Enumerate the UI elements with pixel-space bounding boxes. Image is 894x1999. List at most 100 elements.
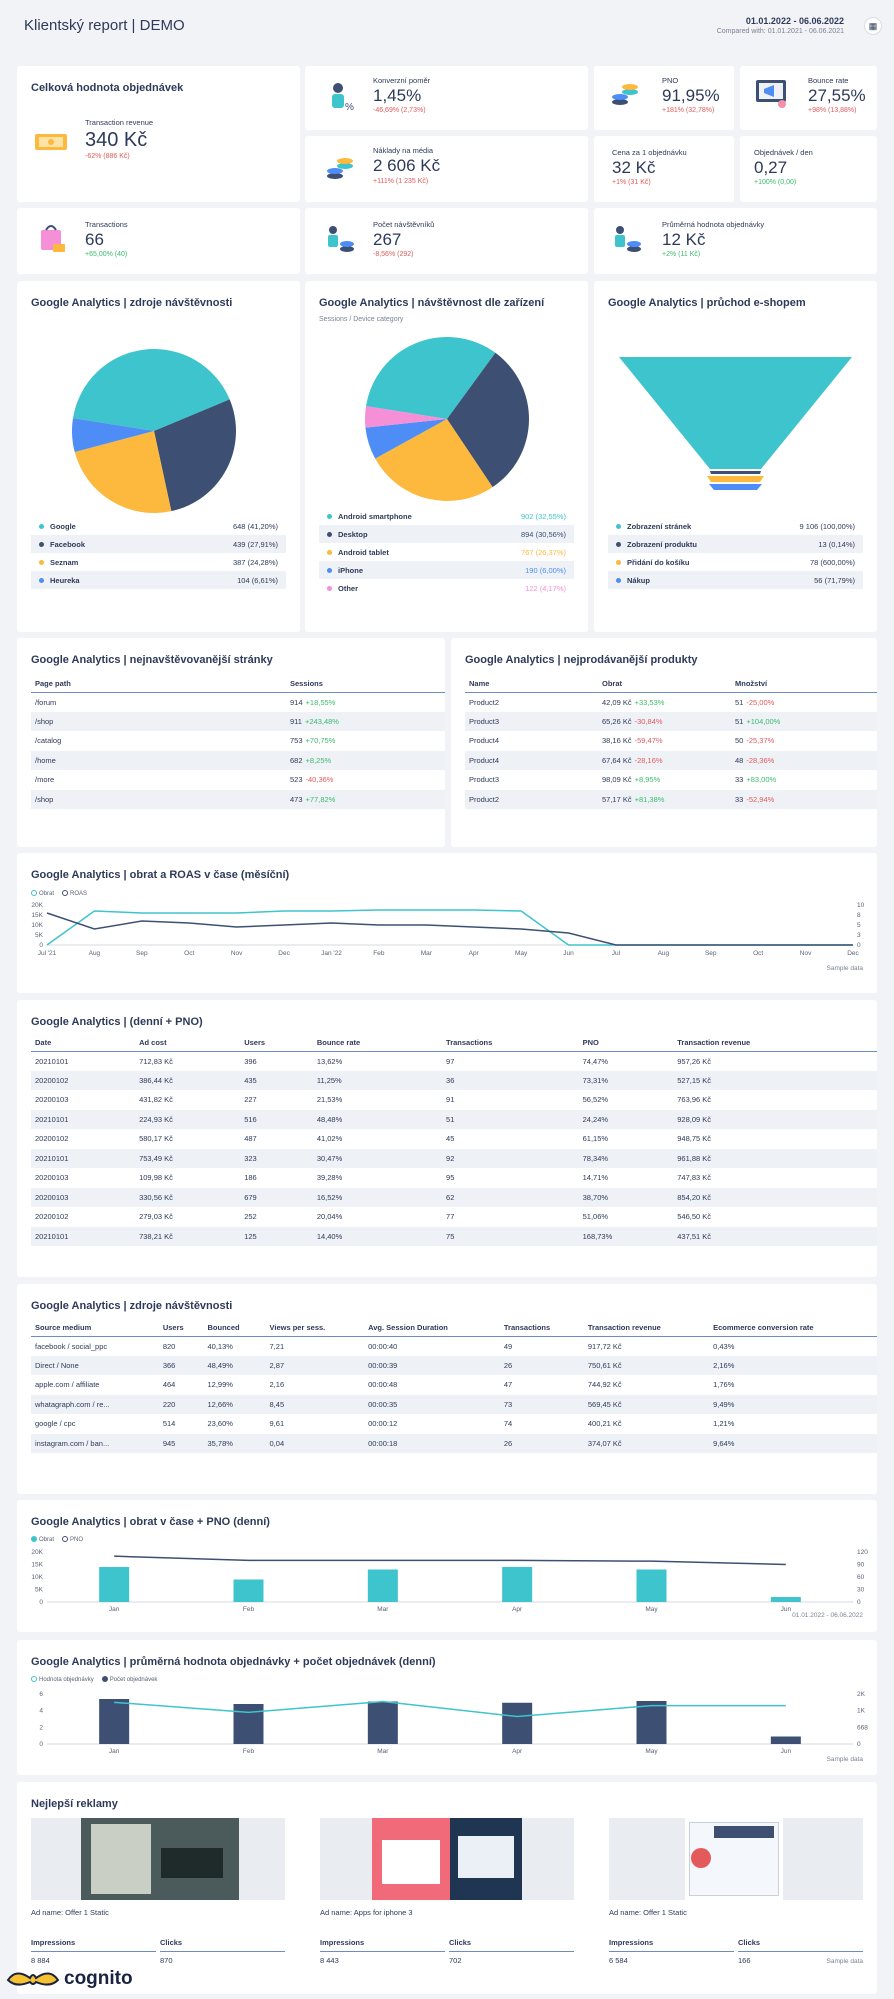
legend-row[interactable]: Přidání do košíku 78 (600,00%) (608, 553, 863, 571)
order-value-line[interactable] (114, 1700, 786, 1718)
clicks-label: Clicks (738, 1938, 863, 1952)
table-row[interactable]: facebook / social_ppc 820 40,13% 7,21 00:00:… (31, 1336, 877, 1356)
legend-row[interactable]: Google 648 (41,20%) (31, 517, 286, 535)
pie-slice[interactable] (365, 419, 447, 459)
ad-image[interactable] (320, 1818, 574, 1900)
legend-row[interactable]: Other 122 (4,17%) (319, 579, 574, 597)
ad-image[interactable] (31, 1818, 285, 1900)
legend-row[interactable]: Seznam 387 (24,28%) (31, 553, 286, 571)
x-tick-label: Oct (753, 950, 763, 957)
ad-name: Ad name: Offer 1 Static (609, 1908, 687, 1917)
series-line[interactable] (46, 912, 853, 946)
x-tick-label: Jul '21 (38, 950, 57, 957)
legend-row[interactable]: Android smartphone 902 (32,55%) (319, 507, 574, 525)
x-tick-label: Feb (243, 1748, 255, 1755)
pie-slice[interactable] (74, 431, 172, 513)
pie-slice[interactable] (366, 337, 496, 419)
sample-data-note: Sample data (826, 1756, 864, 1763)
table-row[interactable]: /shop 473 +77,82% (31, 789, 445, 809)
ad-image[interactable] (609, 1818, 863, 1900)
pie-slice[interactable] (447, 352, 529, 488)
table-row[interactable]: 20200102 386,44 Kč 435 11,25% 36 73,31% 527,15… (31, 1070, 877, 1090)
table-row[interactable]: 20210101 712,83 Kč 396 13,62% 97 74,47% 957,26… (31, 1051, 877, 1071)
orders-bar[interactable] (770, 1736, 801, 1745)
kpi-change: -62% (886 Kč) (85, 153, 130, 160)
table-row[interactable]: 20200102 580,17 Kč 487 41,02% 45 61,15% 948,75… (31, 1129, 877, 1149)
pie-slice[interactable] (73, 349, 230, 431)
kpi-value: 27,55% (808, 86, 866, 105)
table-row[interactable]: Product2 57,17 Kč +81,38% 33 -52,94% (465, 789, 877, 809)
table-cell: 20210101 (35, 1056, 69, 1066)
table-row[interactable]: /more 523 -40,36% (31, 770, 445, 790)
x-tick-label: Mar (377, 1606, 389, 1613)
orders-bar[interactable] (502, 1702, 533, 1744)
legend-row[interactable]: Nákup 56 (71,79%) (608, 571, 863, 589)
y2-tick-label: 2K (857, 1691, 866, 1698)
revenue-value: 67,64 Kč (602, 755, 632, 765)
megaphone-icon (756, 80, 786, 108)
impressions-label: Impressions (31, 1938, 156, 1952)
pie-slice[interactable] (375, 419, 493, 501)
pie-slice[interactable] (72, 418, 154, 452)
sessions-cell: 911 +243,48% (286, 711, 445, 731)
date-range[interactable]: 01.01.2022 - 06.06.2022 (745, 16, 844, 26)
products-table: Name Obrat Množství Product2 42,09 Kč +33,53… (465, 676, 877, 809)
revenue-bar[interactable] (233, 1579, 264, 1603)
table-row[interactable]: google / cpc 514 23,60% 9,61 00:00:12 74 400,2… (31, 1414, 877, 1434)
calendar-icon[interactable]: ▦ (864, 17, 882, 35)
table-cell: 527,15 Kč (673, 1070, 877, 1090)
legend-dot (327, 513, 332, 519)
revenue-bar[interactable] (367, 1569, 398, 1603)
table-row[interactable]: /catalog 753 +70,75% (31, 731, 445, 751)
kpi-value: 91,95% (662, 86, 720, 105)
pie-slice[interactable] (365, 406, 447, 428)
table-cell: 330,56 Kč (135, 1187, 241, 1207)
pie-slice[interactable] (154, 399, 236, 512)
table-row[interactable]: 20200103 109,98 Kč 186 39,28% 95 14,71% 747,83… (31, 1168, 877, 1188)
table-row[interactable]: Product4 38,16 Kč -59,47% 50 -25,37% (465, 731, 877, 751)
orders-bar[interactable] (233, 1704, 264, 1744)
table-row[interactable]: 20210101 738,21 Kč 125 14,40% 75 168,73% 437,5… (31, 1226, 877, 1246)
revenue-bar[interactable] (502, 1567, 533, 1602)
revenue-value: 98,09 Kč (602, 775, 632, 785)
revenue-bar[interactable] (770, 1597, 801, 1602)
legend-row[interactable]: Zobrazení stránek 9 106 (100,00%) (608, 517, 863, 535)
revenue-bar[interactable] (636, 1569, 667, 1603)
legend-row[interactable]: Android tablet 767 (26,37%) (319, 543, 574, 561)
x-tick-label: Jan (109, 1606, 120, 1613)
revenue-cell: 38,16 Kč -59,47% (598, 731, 731, 751)
table-row[interactable]: 20210101 224,93 Kč 516 48,48% 51 24,24% 928,09… (31, 1109, 877, 1129)
legend-row[interactable]: Desktop 894 (30,56%) (319, 525, 574, 543)
table-row[interactable]: /shop 911 +243,48% (31, 711, 445, 731)
series-line[interactable] (46, 909, 853, 946)
table-row[interactable]: Product2 42,09 Kč +33,53% 51 -25,00% (465, 692, 877, 712)
legend-row[interactable]: iPhone 190 (6,00%) (319, 561, 574, 579)
legend-row[interactable]: Facebook 439 (27,91%) (31, 535, 286, 553)
table-row[interactable]: Direct / None 366 48,49% 2,87 00:00:39 26 750,… (31, 1355, 877, 1375)
table-row[interactable]: Product3 98,09 Kč +8,95% 33 +83,00% (465, 770, 877, 790)
orders-bar[interactable] (99, 1699, 130, 1744)
x-tick-label: Oct (184, 950, 194, 957)
table-row[interactable]: whatagraph.com / re... 220 12,66% 8,45 00:00… (31, 1394, 877, 1414)
table-row[interactable]: Product4 67,64 Kč -28,16% 48 -28,36% (465, 750, 877, 770)
x-tick-label: Nov (800, 950, 812, 957)
legend-label: Hodnota objednávky (39, 1677, 94, 1683)
table-row[interactable]: 20200103 330,56 Kč 679 16,52% 62 38,70% 854,20… (31, 1187, 877, 1207)
x-tick-label: Aug (89, 950, 101, 957)
orders-bar[interactable] (367, 1701, 398, 1745)
funnel-chart (619, 357, 852, 490)
pno-line[interactable] (114, 1555, 786, 1566)
table-row[interactable]: /forum 914 +18,55% (31, 692, 445, 712)
table-row[interactable]: Product3 65,26 Kč -30,84% 51 +104,00% (465, 711, 877, 731)
table-row[interactable]: 20200102 279,03 Kč 252 20,04% 77 51,06% 546,50… (31, 1207, 877, 1227)
table-row[interactable]: apple.com / affiliate 464 12,99% 2,16 00:00:… (31, 1375, 877, 1395)
table-row[interactable]: 20210101 753,49 Kč 323 30,47% 92 78,34% 961,88… (31, 1148, 877, 1168)
column-header: Ad cost (135, 1035, 241, 1052)
revenue-bar[interactable] (99, 1567, 130, 1602)
table-row[interactable]: instagram.com / ban... 945 35,78% 0,04 00:00… (31, 1433, 877, 1453)
legend-row[interactable]: Zobrazení produktu 13 (0,14%) (608, 535, 863, 553)
orders-bar[interactable] (636, 1701, 667, 1744)
table-row[interactable]: /home 682 +8,25% (31, 750, 445, 770)
table-row[interactable]: 20200103 431,82 Kč 227 21,53% 91 56,52% 763,96… (31, 1090, 877, 1110)
legend-row[interactable]: Heureka 104 (6,61%) (31, 571, 286, 589)
